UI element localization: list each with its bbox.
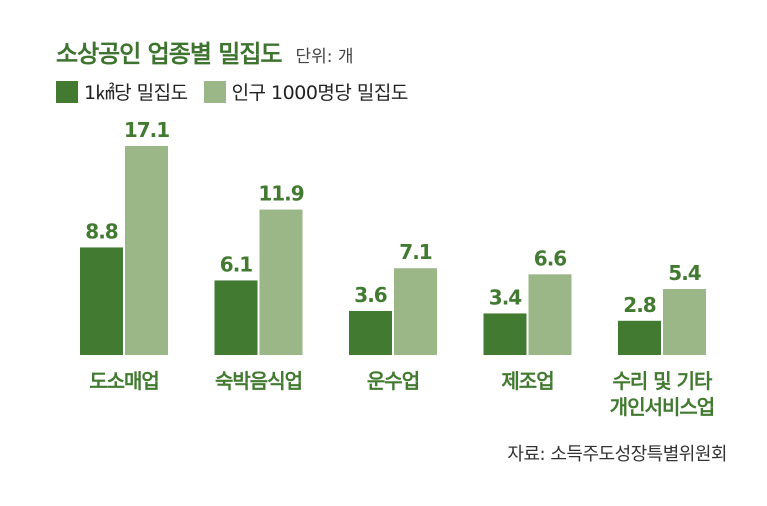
data-label-population-density-1: 11.9 — [258, 182, 303, 206]
legend-label-area-density: 1㎢당 밀집도 — [84, 82, 188, 104]
data-label-population-density-0: 17.1 — [124, 118, 169, 142]
unit-label: 단위: 개 — [295, 47, 354, 67]
bar-population-density-4 — [663, 289, 706, 355]
data-label-area-density-4: 2.8 — [623, 293, 656, 317]
legend-label-population-density: 인구 1000명당 밀집도 — [231, 82, 409, 104]
category-label-1: 숙박음식업 — [215, 369, 302, 393]
source-note: 자료: 소득주도성장특별위원회 — [507, 444, 727, 465]
data-label-population-density-3: 6.6 — [534, 246, 567, 270]
bar-area-density-4 — [618, 320, 661, 355]
bar-population-density-1 — [259, 209, 303, 355]
bar-population-density-3 — [528, 274, 572, 355]
data-label-population-density-2: 7.1 — [399, 240, 432, 264]
data-label-area-density-3: 3.4 — [489, 285, 522, 309]
bar-population-density-2 — [394, 268, 437, 355]
legend-swatch-area-density — [56, 80, 78, 103]
category-label-4: 수리 및 기타 개인서비스업 — [610, 369, 714, 419]
bar-area-density-2 — [349, 311, 392, 355]
data-label-area-density-1: 6.1 — [220, 252, 253, 276]
category-label-0: 도소매업 — [89, 369, 159, 393]
legend: 1㎢당 밀집도 인구 1000명당 밀집도 — [56, 78, 424, 105]
legend-swatch-population-density — [203, 80, 226, 103]
legend-item-population-density: 인구 1000명당 밀집도 — [203, 78, 409, 105]
title-row: 소상공인 업종별 밀집도 단위: 개 — [56, 34, 354, 69]
category-label-2: 운수업 — [367, 369, 419, 393]
data-label-population-density-4: 5.4 — [668, 261, 701, 285]
legend-item-area-density: 1㎢당 밀집도 — [56, 78, 188, 105]
data-label-area-density-0: 8.8 — [85, 219, 118, 243]
category-label-3: 제조업 — [501, 369, 553, 393]
data-label-area-density-2: 3.6 — [354, 283, 387, 307]
bar-area-density-3 — [483, 313, 527, 355]
bar-population-density-0 — [125, 146, 168, 355]
bar-area-density-0 — [80, 247, 123, 355]
bar-area-density-1 — [214, 280, 258, 355]
chart-title: 소상공인 업종별 밀집도 — [56, 40, 283, 68]
